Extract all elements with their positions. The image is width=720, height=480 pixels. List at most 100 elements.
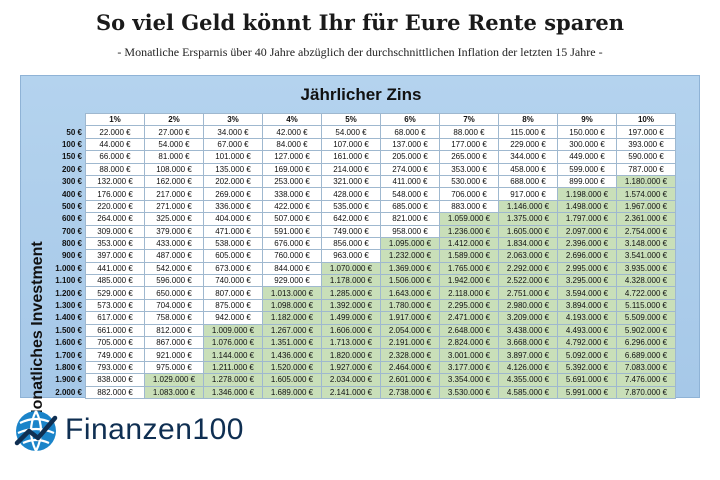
table-cell: 5.392.000 € [557, 360, 617, 375]
finanzen100-globe-chart-icon [14, 410, 58, 452]
table-cell: 7.476.000 € [616, 373, 676, 387]
table-cell: 2.118.000 € [439, 286, 499, 300]
table-cell: 2.696.000 € [557, 249, 617, 263]
table-cell: 548.000 € [380, 187, 440, 201]
savings-table: 1% 2% 3% 4% 5% 6% 7% 8% 9% 10% 50 €22.000 €27.000… [55, 112, 676, 400]
column-header: 1% [85, 112, 145, 127]
table-cell: 661.000 € [85, 323, 145, 338]
row-header: 1.900 € [55, 373, 86, 387]
table-cell: 68.000 € [380, 125, 440, 139]
table-cell: 591.000 € [262, 224, 322, 238]
table-row: 1.300 €573.000 €704.000 €875.000 €1.098.… [55, 298, 676, 313]
table-cell: 958.000 € [380, 224, 440, 238]
table-cell: 1.820.000 € [321, 348, 381, 362]
table-cell: 5.902.000 € [616, 323, 676, 338]
table-cell: 428.000 € [321, 187, 381, 201]
table-cell: 6.689.000 € [616, 348, 676, 362]
table-cell: 5.092.000 € [557, 348, 617, 362]
table-cell: 929.000 € [262, 274, 322, 288]
table-cell: 197.000 € [616, 125, 676, 139]
column-header: 9% [557, 112, 617, 127]
table-cell: 300.000 € [557, 137, 617, 152]
table-cell: 217.000 € [144, 187, 204, 201]
table-cell: 1.198.000 € [557, 187, 617, 201]
table-cell: 1.780.000 € [380, 298, 440, 313]
table-cell: 274.000 € [380, 162, 440, 176]
table-cell: 1.070.000 € [321, 261, 381, 276]
table-cell: 5.691.000 € [557, 373, 617, 387]
interest-rate-heading: Jährlicher Zins [300, 85, 422, 104]
logo-text-number: 100 [192, 413, 244, 446]
table-row: 1.800 €793.000 €975.000 €1.211.000 €1.52… [55, 360, 676, 375]
table-cell: 1.643.000 € [380, 286, 440, 300]
table-row: 1.500 €661.000 €812.000 €1.009.000 €1.26… [55, 323, 676, 338]
table-cell: 642.000 € [321, 212, 381, 226]
column-header: 3% [203, 112, 263, 127]
table-cell: 325.000 € [144, 212, 204, 226]
column-header: 4% [262, 112, 322, 127]
table-cell: 1.498.000 € [557, 199, 617, 214]
page-title: So viel Geld könnt Ihr für Eure Rente sp… [95, 10, 625, 35]
table-cell: 3.668.000 € [498, 336, 558, 350]
table-cell: 1.351.000 € [262, 336, 322, 350]
table-cell: 844.000 € [262, 261, 322, 276]
table-cell: 1.606.000 € [321, 323, 381, 338]
table-cell: 599.000 € [557, 162, 617, 176]
table-cell: 899.000 € [557, 174, 617, 189]
row-header: 1.700 € [55, 348, 86, 362]
table-cell: 471.000 € [203, 224, 263, 238]
table-cell: 2.522.000 € [498, 274, 558, 288]
table-cell: 309.000 € [85, 224, 145, 238]
table-body: 50 €22.000 €27.000 €34.000 €42.000 €54.0… [55, 125, 676, 400]
table-cell: 529.000 € [85, 286, 145, 300]
table-cell: 7.083.000 € [616, 360, 676, 375]
table-cell: 3.177.000 € [439, 360, 499, 375]
table-cell: 397.000 € [85, 249, 145, 263]
column-header: 7% [439, 112, 499, 127]
row-header: 700 € [55, 225, 86, 238]
column-header: 2% [144, 112, 204, 127]
table-cell: 807.000 € [203, 286, 263, 300]
table-cell: 338.000 € [262, 187, 322, 201]
table-cell: 269.000 € [203, 187, 263, 201]
finanzen100-wordmark: Finanzen100 [65, 413, 244, 447]
table-cell: 2.054.000 € [380, 323, 440, 338]
table-cell: 22.000 € [85, 125, 145, 139]
table-cell: 1.180.000 € [616, 174, 676, 189]
table-cell: 573.000 € [85, 298, 145, 313]
table-cell: 2.464.000 € [380, 360, 440, 375]
table-cell: 379.000 € [144, 224, 204, 238]
table-cell: 1.178.000 € [321, 274, 381, 288]
table-cell: 88.000 € [85, 162, 145, 176]
row-header: 150 € [55, 150, 86, 164]
table-cell: 411.000 € [380, 174, 440, 189]
table-cell: 2.751.000 € [498, 286, 558, 300]
table-cell: 1.797.000 € [557, 212, 617, 226]
table-cell: 81.000 € [144, 150, 204, 164]
table-cell: 685.000 € [380, 199, 440, 214]
table-cell: 137.000 € [380, 137, 440, 152]
table-cell: 1.146.000 € [498, 199, 558, 214]
table-cell: 1.506.000 € [380, 274, 440, 288]
table-cell: 673.000 € [203, 261, 263, 276]
table-cell: 605.000 € [203, 249, 263, 263]
table-cell: 1.369.000 € [380, 261, 440, 276]
table-cell: 921.000 € [144, 348, 204, 362]
table-cell: 1.589.000 € [439, 249, 499, 263]
column-header: 8% [498, 112, 558, 127]
table-cell: 441.000 € [85, 261, 145, 276]
table-cell: 1.236.000 € [439, 224, 499, 238]
table-cell: 2.295.000 € [439, 298, 499, 313]
table-cell: 1.713.000 € [321, 336, 381, 350]
table-cell: 67.000 € [203, 137, 263, 152]
table-cell: 758.000 € [144, 311, 204, 325]
table-cell: 34.000 € [203, 125, 263, 139]
table-cell: 963.000 € [321, 249, 381, 263]
table-cell: 617.000 € [85, 311, 145, 325]
table-cell: 84.000 € [262, 137, 322, 152]
row-header: 1.300 € [55, 299, 86, 312]
table-cell: 2.601.000 € [380, 373, 440, 387]
row-header: 1.400 € [55, 311, 86, 325]
table-cell: 3.354.000 € [439, 373, 499, 387]
table-cell: 1.182.000 € [262, 311, 322, 325]
